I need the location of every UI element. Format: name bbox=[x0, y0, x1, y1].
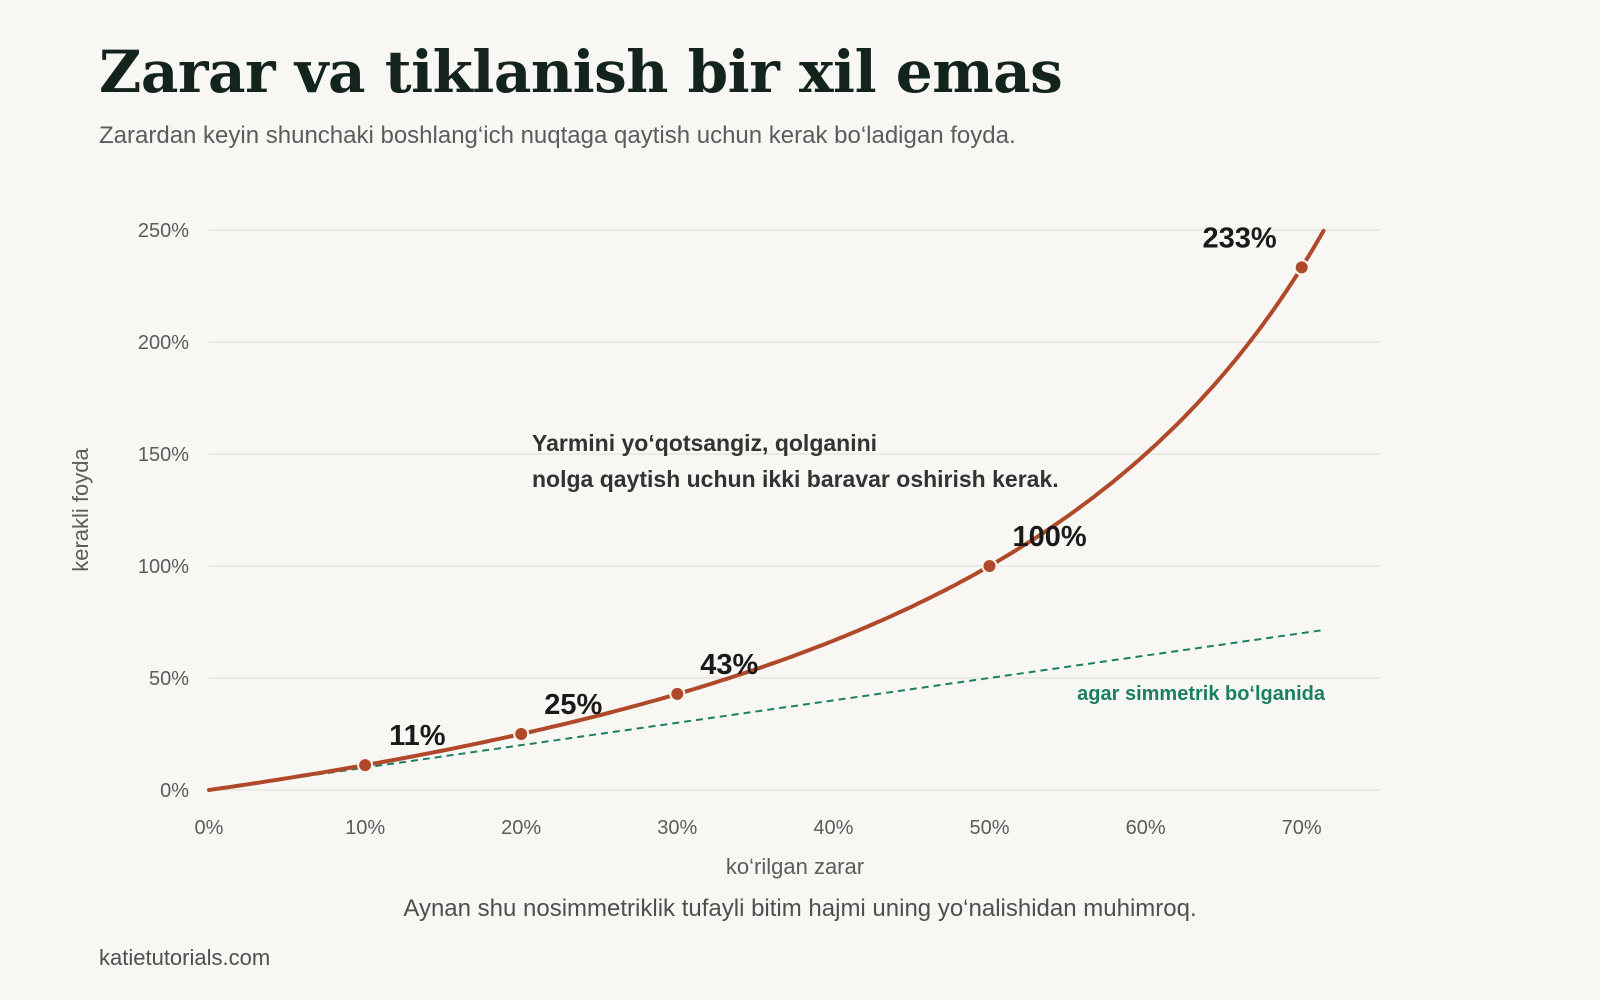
x-tick-label: 20% bbox=[501, 817, 541, 839]
y-tick-label: 250% bbox=[138, 220, 189, 242]
chart-caption: Aynan shu nosimmetriklik tufayli bitim h… bbox=[403, 895, 1197, 922]
y-tick-label: 200% bbox=[138, 332, 189, 354]
point-label: 233% bbox=[1203, 222, 1277, 254]
x-tick-label: 40% bbox=[813, 817, 853, 839]
page-subtitle: Zarardan keyin shunchaki boshlang‘ich nu… bbox=[99, 122, 1016, 149]
x-tick-label: 0% bbox=[195, 817, 224, 839]
y-tick-label: 50% bbox=[149, 668, 189, 690]
symmetric-line bbox=[208, 628, 1326, 791]
x-tick-label: 30% bbox=[657, 817, 697, 839]
grid-layer bbox=[209, 229, 1380, 791]
x-tick-label: 10% bbox=[345, 817, 385, 839]
highlight-point bbox=[513, 726, 530, 742]
y-tick-label: 150% bbox=[138, 444, 189, 466]
source-credit: katietutorials.com bbox=[99, 945, 271, 970]
required-gain-curve bbox=[207, 228, 1326, 792]
x-tick-label: 50% bbox=[969, 817, 1009, 839]
x-axis-label: ko‘rilgan zarar bbox=[726, 854, 864, 879]
x-tick-label: 70% bbox=[1282, 817, 1322, 839]
highlight-point bbox=[1293, 259, 1310, 276]
point-label: 11% bbox=[389, 720, 446, 752]
y-tick-labels: 0% 50% 100% 150% 200% 250% bbox=[138, 220, 189, 802]
highlight-point bbox=[981, 558, 998, 574]
x-tick-labels: 0% 10% 20% 30% 40% 50% 60% 70% bbox=[195, 817, 1322, 839]
highlight-point bbox=[669, 685, 686, 702]
y-tick-label: 100% bbox=[138, 556, 189, 578]
highlight-points: 11% 25% 43% 100% 233% bbox=[357, 222, 1310, 774]
point-label: 43% bbox=[700, 649, 758, 681]
annotation-line-1: Yarmini yo‘qotsangiz, qolganini bbox=[532, 430, 877, 456]
x-tick-label: 60% bbox=[1126, 817, 1166, 839]
point-label: 25% bbox=[544, 689, 602, 721]
y-tick-label: 0% bbox=[160, 780, 189, 802]
point-label: 100% bbox=[1013, 521, 1087, 553]
annotation-line-2: nolga qaytish uchun ikki baravar oshiris… bbox=[532, 466, 1059, 492]
highlight-point bbox=[357, 757, 374, 774]
y-axis-label: kerakli foyda bbox=[68, 447, 93, 571]
page-title: Zarar va tiklanish bir xil emas bbox=[99, 38, 1063, 106]
symmetric-line-label: agar simmetrik bo‘lganida bbox=[1077, 683, 1326, 705]
